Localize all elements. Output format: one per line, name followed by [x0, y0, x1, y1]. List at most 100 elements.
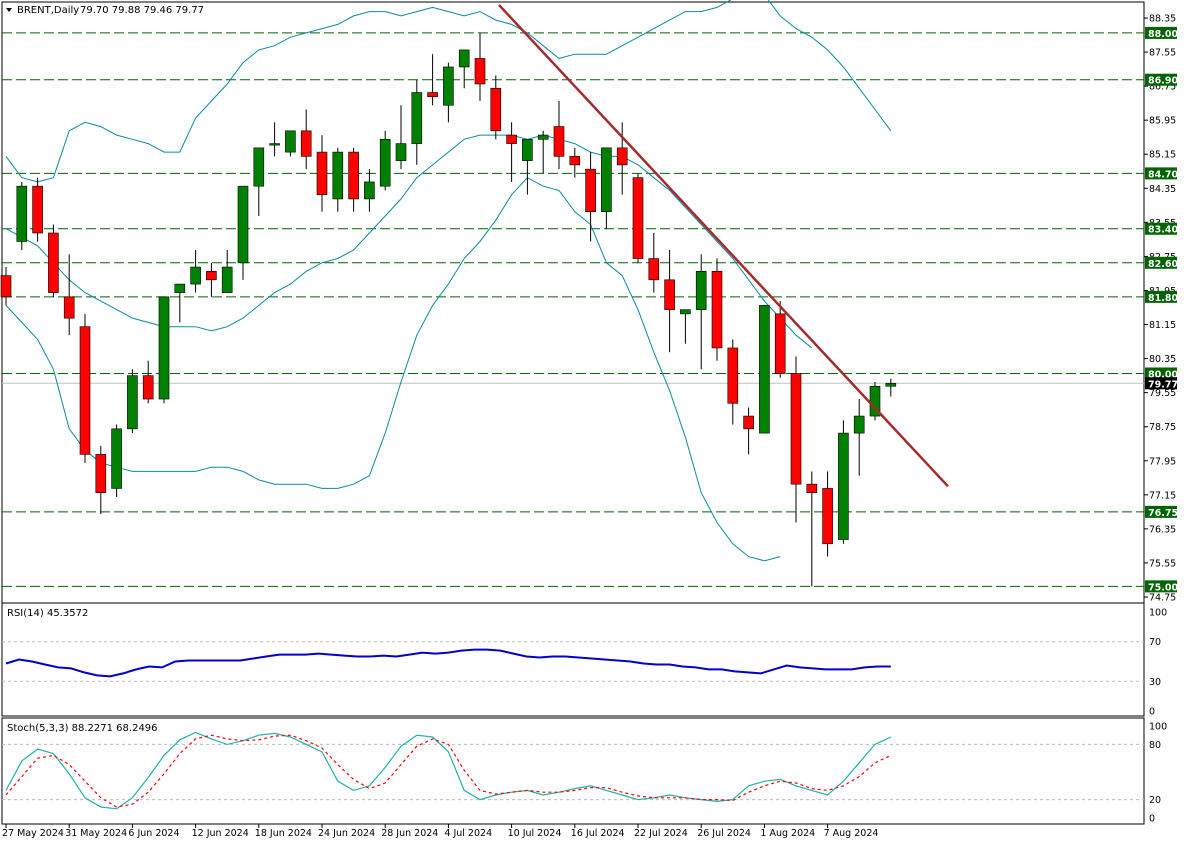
price-panel-frame	[1, 1, 1145, 604]
candle-body	[364, 181, 375, 200]
candle[interactable]	[490, 75, 502, 140]
current-price-label: 79.77	[1148, 379, 1178, 390]
candle[interactable]	[158, 296, 170, 404]
price-tick-label: 88.35	[1149, 14, 1176, 25]
candle[interactable]	[838, 420, 849, 544]
candle[interactable]	[206, 262, 217, 297]
candle[interactable]	[711, 258, 723, 361]
candle[interactable]	[95, 445, 107, 514]
candle[interactable]	[285, 130, 296, 157]
time-tick-label: 22 Jul 2024	[634, 828, 688, 839]
candle[interactable]	[379, 130, 391, 191]
candles[interactable]	[0, 32, 897, 587]
candle[interactable]	[664, 250, 675, 353]
candle[interactable]	[142, 360, 154, 404]
candle[interactable]	[774, 301, 786, 378]
level-tag-label: 83.40	[1148, 225, 1178, 236]
candle[interactable]	[348, 147, 359, 212]
candle-body	[553, 126, 565, 157]
candle[interactable]	[822, 471, 833, 557]
candle[interactable]	[727, 339, 739, 425]
trendline-group[interactable]	[498, 4, 949, 488]
candle[interactable]	[458, 49, 470, 89]
candle-body	[458, 49, 470, 68]
candle-body	[48, 232, 59, 293]
level-tag-label: 86.90	[1148, 76, 1178, 87]
candle[interactable]	[221, 250, 233, 293]
candle[interactable]	[48, 224, 59, 297]
dropdown-triangle-icon[interactable]	[6, 8, 12, 12]
rsi-tick-label: 70	[1149, 637, 1161, 648]
trendline[interactable]	[498, 4, 949, 488]
candle[interactable]	[537, 130, 549, 174]
candle[interactable]	[553, 101, 565, 170]
candle[interactable]	[395, 105, 407, 170]
candle[interactable]	[585, 152, 596, 242]
price-tick-label: 77.95	[1149, 456, 1176, 467]
candle[interactable]	[522, 139, 533, 195]
candle[interactable]	[190, 250, 201, 293]
candle[interactable]	[601, 147, 612, 229]
time-tick-label: 7 Aug 2024	[824, 828, 879, 839]
candle[interactable]	[16, 181, 28, 251]
level-tag	[1145, 26, 1177, 39]
candle-body	[142, 375, 154, 400]
stochastic-indicator: 100 80 20 0	[2, 722, 1167, 825]
candle[interactable]	[316, 135, 328, 212]
candle[interactable]	[474, 32, 486, 102]
candle[interactable]	[237, 185, 249, 280]
candle[interactable]	[885, 378, 897, 397]
time-tick-label: 4 Jul 2024	[444, 828, 492, 839]
candle[interactable]	[806, 471, 818, 587]
candle[interactable]	[853, 399, 865, 476]
candle[interactable]	[506, 122, 517, 182]
candle-body	[727, 347, 739, 404]
candle[interactable]	[569, 147, 581, 178]
candle[interactable]	[443, 62, 454, 123]
candle[interactable]	[300, 109, 312, 170]
candle[interactable]	[648, 232, 660, 293]
candle[interactable]	[427, 54, 438, 106]
candle[interactable]	[174, 283, 186, 323]
candle-body	[569, 156, 581, 166]
candle[interactable]	[253, 147, 265, 216]
candle[interactable]	[269, 122, 280, 157]
candle[interactable]	[616, 122, 628, 195]
candle[interactable]	[127, 369, 138, 434]
candle[interactable]	[759, 305, 770, 434]
current-price-tag	[1145, 377, 1177, 390]
candle[interactable]	[32, 177, 43, 242]
candle-body	[411, 92, 423, 144]
time-tick-label: 31 May 2024	[65, 828, 127, 839]
candle[interactable]	[680, 309, 691, 344]
candle[interactable]	[332, 147, 344, 212]
candle[interactable]	[869, 382, 881, 421]
candle[interactable]	[632, 173, 644, 263]
candle[interactable]	[0, 267, 12, 306]
candle[interactable]	[111, 424, 122, 497]
candle[interactable]	[743, 407, 754, 455]
time-tick-label: 28 Jun 2024	[381, 828, 438, 839]
price-tick-label: 85.95	[1149, 116, 1176, 127]
candle-body	[443, 66, 454, 106]
candle[interactable]	[79, 313, 91, 463]
level-tag-label: 81.80	[1148, 293, 1178, 304]
rsi-indicator: 100 70 30 0	[2, 608, 1167, 718]
candle-body	[348, 151, 359, 200]
price-tick-label: 78.75	[1149, 422, 1176, 433]
candle-body	[206, 271, 217, 281]
stoch-panel-frame	[1, 717, 1145, 825]
symbol-caption: BRENT,Daily	[17, 5, 79, 16]
candle[interactable]	[364, 169, 375, 212]
candle[interactable]	[63, 254, 75, 336]
candle-body	[127, 375, 138, 430]
candle[interactable]	[695, 254, 707, 370]
price-tick-label: 76.35	[1149, 524, 1176, 535]
price-tick-label: 74.75	[1149, 593, 1176, 604]
candle-body	[300, 130, 312, 157]
candle[interactable]	[790, 356, 802, 523]
candle-body	[632, 177, 644, 259]
candle[interactable]	[411, 79, 423, 165]
